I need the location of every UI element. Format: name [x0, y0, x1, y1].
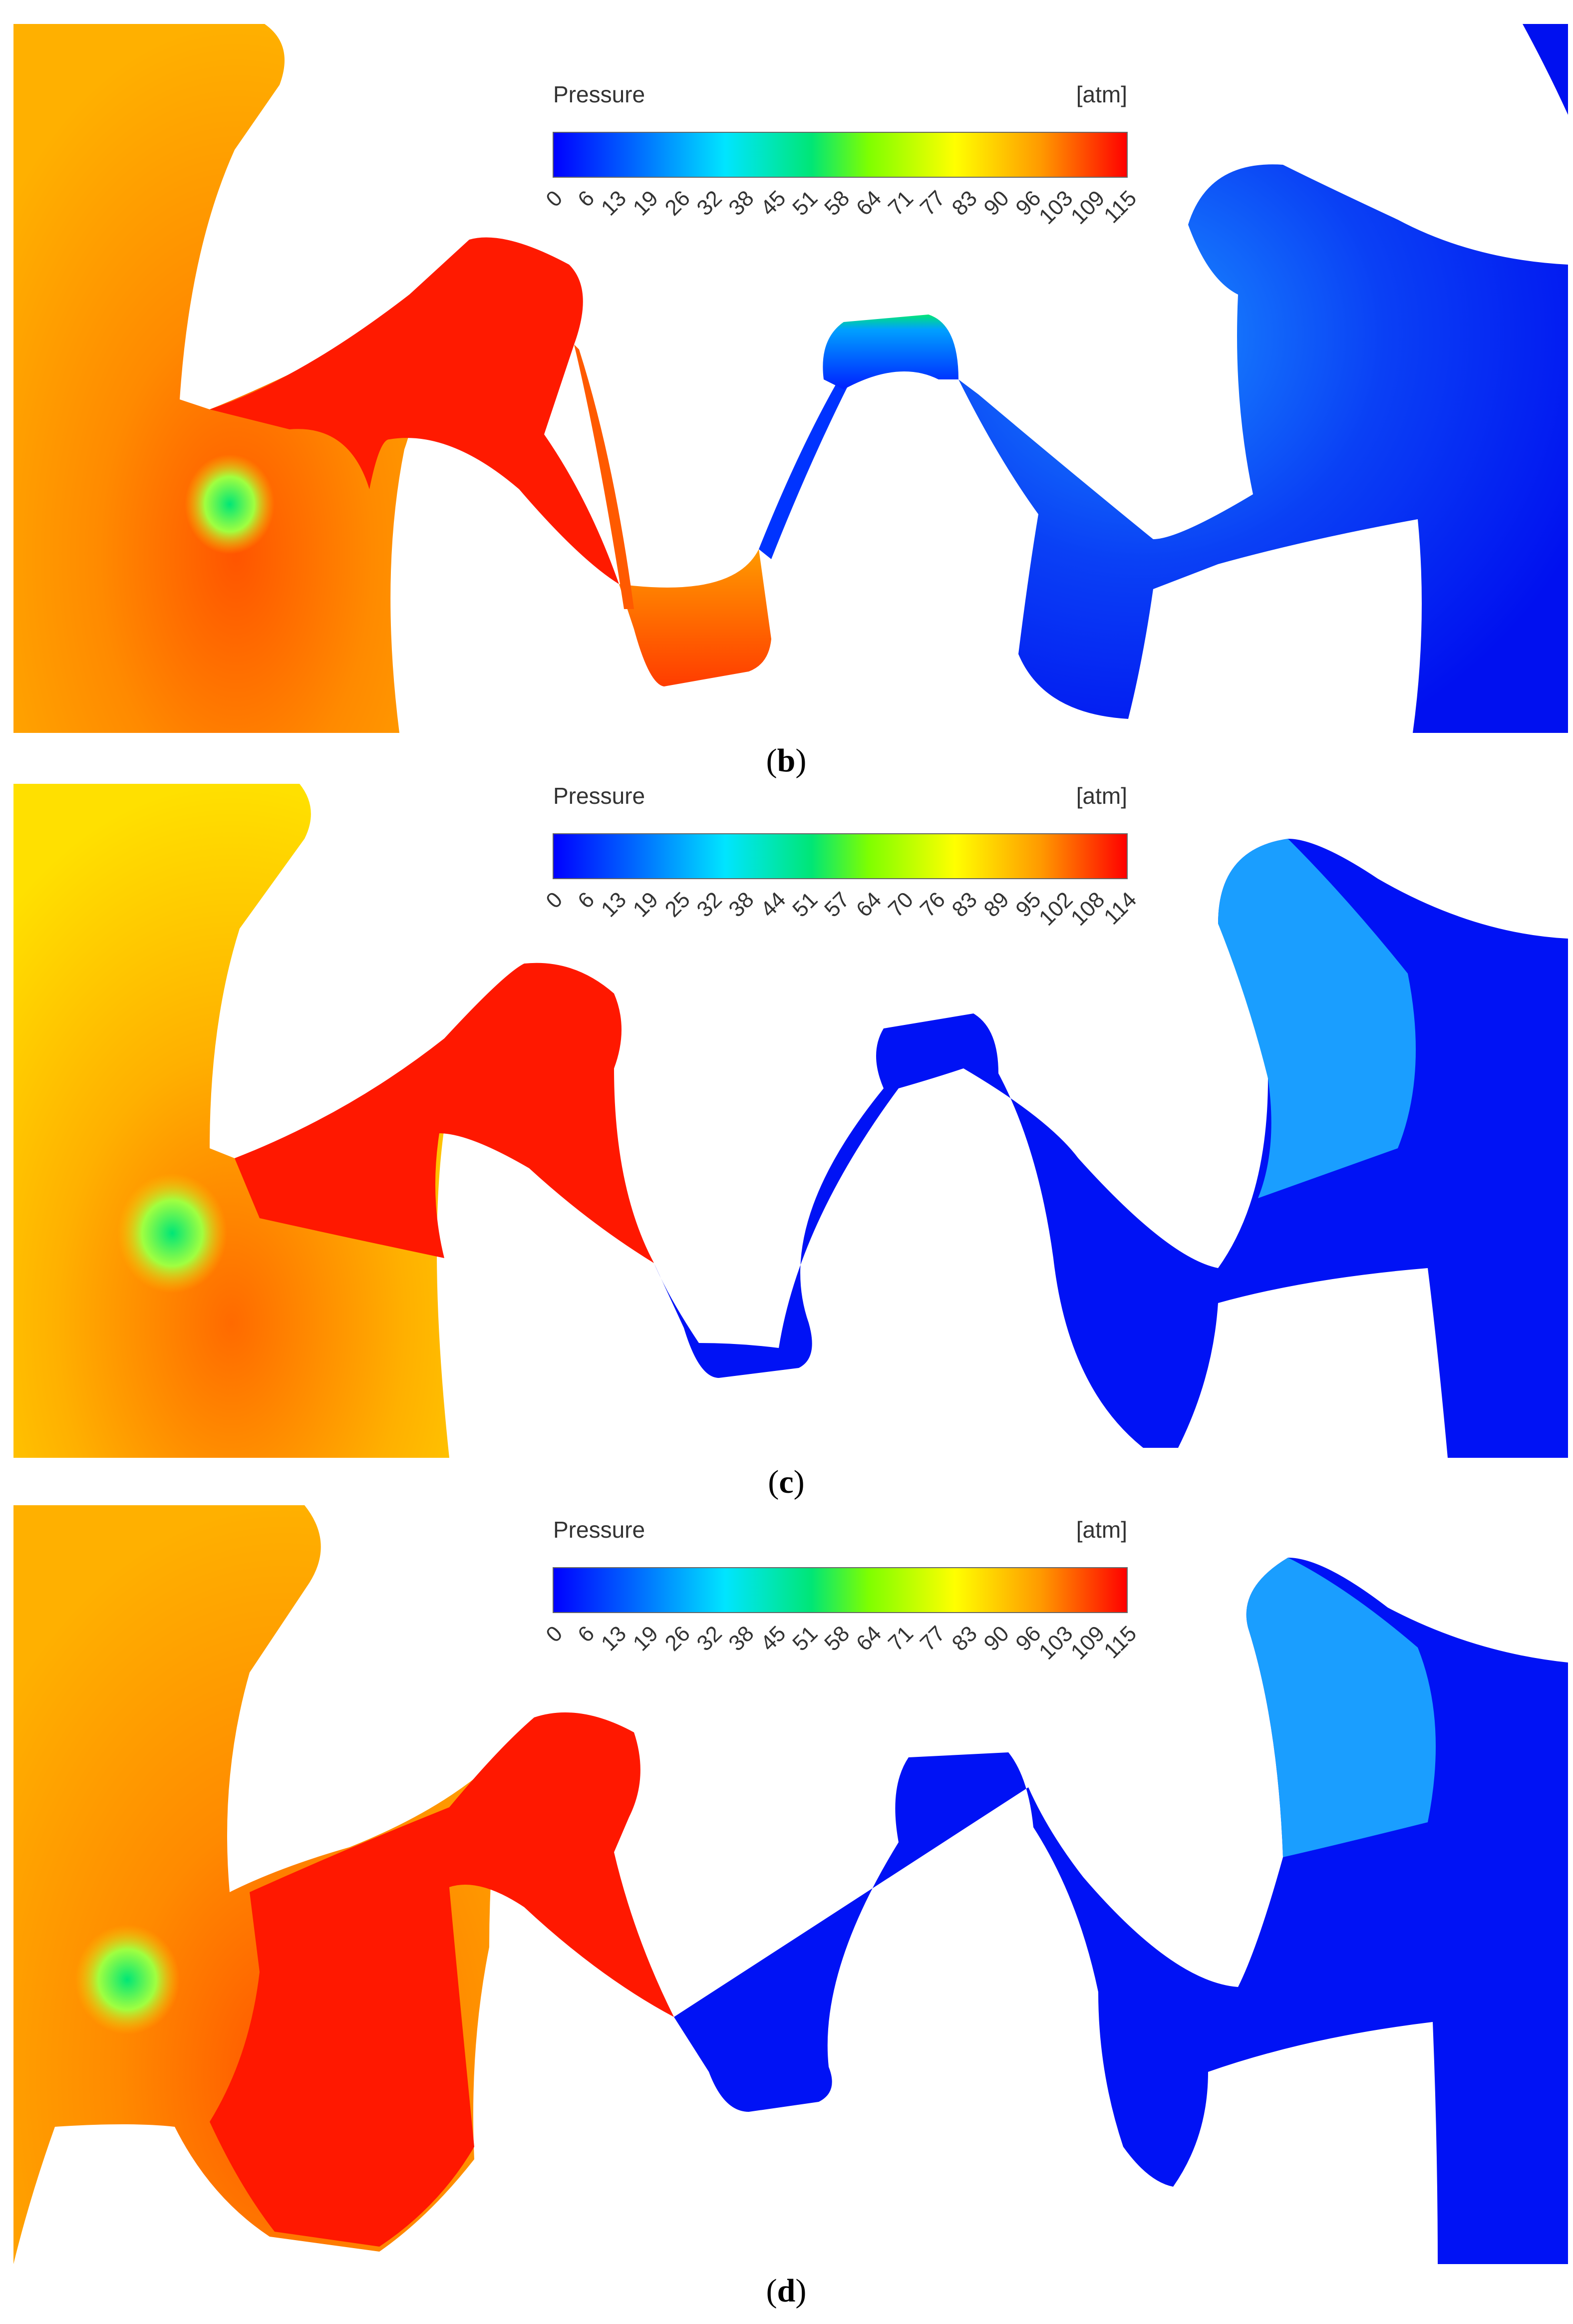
colorbars: Pressure [atm]0 61319263238455158647177839…: [541, 72, 1141, 1672]
caption-letter: c: [779, 1464, 793, 1500]
colorbar-unit: [atm]: [1076, 81, 1127, 107]
colorbar-title: Pressure: [553, 783, 645, 809]
colorbar-c: Pressure [atm]0 61319253238445157647076838…: [541, 774, 1141, 939]
panel-c-right-light-blue: [1218, 839, 1416, 1198]
colorbar-title: Pressure: [553, 1517, 645, 1543]
panel-b-channel-right: [759, 379, 849, 559]
panel-b-red-tooth-region: [210, 237, 619, 584]
panel-d: [13, 1505, 1568, 2264]
caption-open: (: [766, 2273, 777, 2309]
panel-c-left-gear-region: [13, 784, 449, 1458]
panel-c: [13, 784, 1568, 1458]
colorbar-gradient: [553, 132, 1128, 178]
caption-close: ): [795, 742, 806, 779]
panel-b-middle-valley: [619, 549, 771, 686]
colorbar-d: Pressure [atm]0 61319263238455158647177839…: [541, 1508, 1141, 1672]
panel-b-channel-left: [574, 344, 634, 609]
caption-letter: b: [777, 742, 796, 779]
panel-b-left-gear-region: [13, 24, 418, 733]
panel-d-red-tooth-region: [210, 1712, 674, 2247]
colorbar-unit: [atm]: [1076, 783, 1127, 809]
caption-close: ): [795, 2273, 806, 2309]
panel-c-red-tooth-region: [235, 963, 654, 1263]
panel-d-low-pressure-spot: [75, 1925, 180, 2034]
panel-captions: (b)(c)(d): [766, 742, 807, 2309]
panel-caption-c: (c): [768, 1464, 804, 1500]
colorbar-b: Pressure [atm]0 61319263238455158647177839…: [541, 72, 1141, 237]
colorbar-title: Pressure: [553, 81, 645, 107]
caption-open: (: [766, 742, 777, 779]
panel-c-low-pressure-spot: [117, 1173, 227, 1293]
panel-b-right-blue-region: [958, 164, 1568, 733]
panel-b-corner-blue: [1523, 24, 1568, 115]
panel-caption-d: (d): [766, 2273, 807, 2309]
colorbar-unit: [atm]: [1076, 1517, 1127, 1543]
panel-caption-b: (b): [766, 742, 807, 779]
colorbar-gradient: [553, 833, 1128, 879]
panel-b-low-pressure-spot: [185, 454, 275, 554]
colorbar-gradient: [553, 1567, 1128, 1613]
caption-close: ): [794, 1464, 805, 1500]
caption-open: (: [768, 1464, 779, 1500]
caption-letter: d: [777, 2273, 796, 2309]
panel-b-middle-tooth: [823, 315, 958, 389]
panel-d-right-light-blue: [1246, 1558, 1436, 1857]
